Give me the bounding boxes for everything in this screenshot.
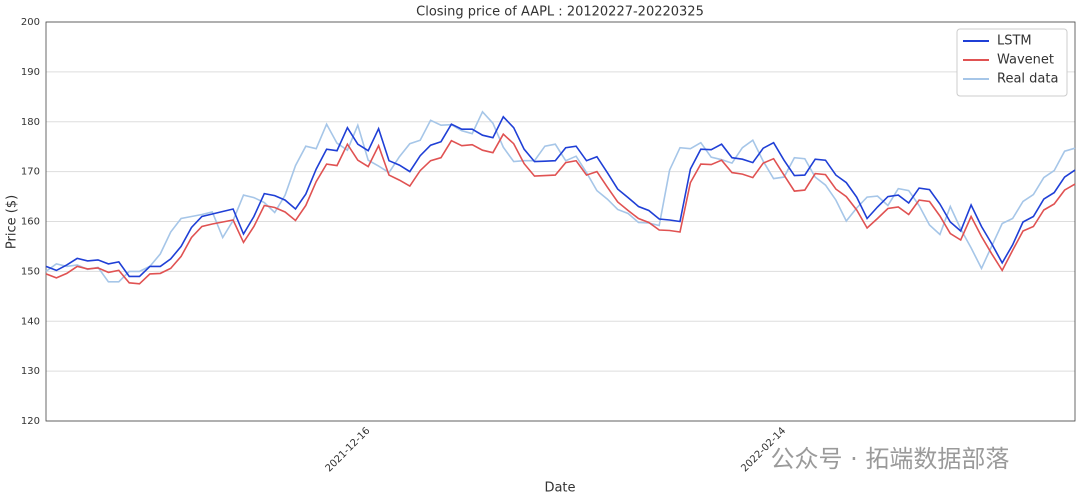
plot-frame [45,21,1076,422]
y-tick-label: 180 [21,117,40,128]
y-tick-label: 130 [21,366,40,377]
y-tick-label: 160 [21,217,40,228]
y-tick-label: 140 [21,316,40,327]
legend-label: Real data [997,72,1058,87]
series-line [45,110,1076,283]
y-tick-label: 170 [21,167,40,178]
chart-title: Closing price of AAPL : 20120227-2022032… [416,5,704,20]
series-line [45,115,1076,278]
legend-label: Wavenet [997,53,1054,68]
y-tick-label: 200 [21,17,40,28]
y-tick-label: 120 [21,416,40,427]
legend-label: LSTM [997,34,1032,49]
watermark: 公众号 · 拓端数据部落 [771,445,1010,473]
legend: LSTM Wavenet Real data [956,28,1068,97]
y-tick-label: 150 [21,266,40,277]
series-line [45,132,1076,285]
y-tick-label: 190 [21,67,40,78]
y-axis-label: Price ($) [5,195,20,249]
x-axis-label: Date [544,481,575,496]
